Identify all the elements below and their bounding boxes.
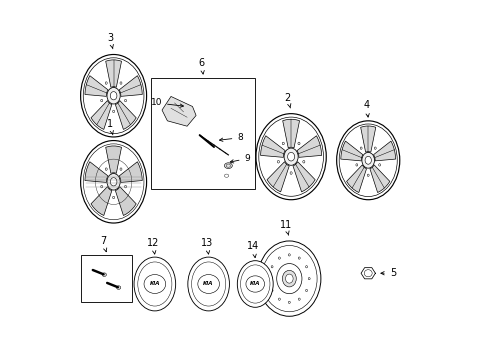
Ellipse shape bbox=[105, 168, 107, 170]
Polygon shape bbox=[115, 186, 136, 216]
Ellipse shape bbox=[198, 275, 219, 293]
Polygon shape bbox=[266, 162, 289, 192]
Ellipse shape bbox=[284, 148, 298, 165]
Ellipse shape bbox=[112, 110, 114, 113]
Polygon shape bbox=[296, 136, 321, 157]
Ellipse shape bbox=[278, 257, 280, 259]
Polygon shape bbox=[115, 100, 136, 130]
Ellipse shape bbox=[110, 178, 117, 186]
Text: 12: 12 bbox=[146, 238, 159, 254]
Bar bbox=[151, 78, 255, 189]
Ellipse shape bbox=[305, 289, 307, 292]
Text: 14: 14 bbox=[247, 241, 259, 258]
Ellipse shape bbox=[277, 161, 279, 163]
Ellipse shape bbox=[289, 172, 291, 174]
Bar bbox=[81, 255, 131, 302]
Ellipse shape bbox=[101, 185, 102, 188]
Text: KIA: KIA bbox=[203, 282, 213, 287]
Ellipse shape bbox=[288, 301, 290, 303]
Ellipse shape bbox=[112, 196, 114, 199]
Ellipse shape bbox=[302, 161, 304, 163]
Ellipse shape bbox=[245, 276, 264, 292]
Ellipse shape bbox=[298, 298, 300, 300]
Polygon shape bbox=[360, 126, 375, 152]
Polygon shape bbox=[85, 76, 108, 96]
Polygon shape bbox=[162, 96, 196, 126]
Polygon shape bbox=[91, 100, 112, 130]
Ellipse shape bbox=[278, 298, 280, 300]
Ellipse shape bbox=[110, 91, 117, 100]
Text: KIA: KIA bbox=[149, 282, 160, 287]
Ellipse shape bbox=[307, 278, 309, 280]
Ellipse shape bbox=[134, 257, 175, 311]
Ellipse shape bbox=[365, 156, 370, 164]
Ellipse shape bbox=[305, 266, 307, 268]
Ellipse shape bbox=[355, 164, 357, 166]
Ellipse shape bbox=[124, 99, 126, 102]
Ellipse shape bbox=[107, 87, 120, 104]
Ellipse shape bbox=[287, 152, 294, 161]
Text: KIA: KIA bbox=[249, 282, 260, 287]
Polygon shape bbox=[91, 186, 112, 216]
Ellipse shape bbox=[297, 142, 300, 145]
Ellipse shape bbox=[187, 257, 229, 311]
Ellipse shape bbox=[144, 275, 165, 293]
Polygon shape bbox=[346, 165, 366, 193]
Ellipse shape bbox=[268, 278, 270, 280]
Text: 1: 1 bbox=[107, 120, 113, 135]
Ellipse shape bbox=[285, 274, 292, 283]
Ellipse shape bbox=[271, 289, 272, 292]
Ellipse shape bbox=[107, 174, 120, 190]
Ellipse shape bbox=[101, 99, 102, 102]
Ellipse shape bbox=[288, 254, 290, 256]
Ellipse shape bbox=[120, 82, 122, 84]
Text: 6: 6 bbox=[198, 58, 204, 74]
Text: 2: 2 bbox=[284, 93, 290, 108]
Polygon shape bbox=[373, 141, 395, 161]
Polygon shape bbox=[105, 146, 122, 174]
Ellipse shape bbox=[237, 261, 273, 307]
Polygon shape bbox=[105, 60, 122, 87]
Ellipse shape bbox=[124, 185, 126, 188]
Text: 10: 10 bbox=[150, 98, 183, 107]
Polygon shape bbox=[292, 162, 315, 192]
Polygon shape bbox=[119, 162, 142, 183]
Ellipse shape bbox=[298, 257, 300, 259]
Ellipse shape bbox=[373, 147, 375, 149]
Ellipse shape bbox=[360, 147, 362, 149]
Text: 11: 11 bbox=[279, 220, 291, 235]
Text: 7: 7 bbox=[100, 236, 106, 252]
Polygon shape bbox=[282, 119, 299, 148]
Ellipse shape bbox=[120, 168, 122, 170]
Ellipse shape bbox=[282, 270, 296, 287]
Text: 4: 4 bbox=[363, 100, 369, 117]
Polygon shape bbox=[119, 76, 142, 96]
Ellipse shape bbox=[361, 152, 374, 168]
Text: 13: 13 bbox=[200, 238, 213, 254]
Text: 5: 5 bbox=[380, 268, 395, 278]
Ellipse shape bbox=[224, 163, 232, 168]
Text: 3: 3 bbox=[107, 33, 113, 49]
Polygon shape bbox=[260, 136, 285, 157]
Ellipse shape bbox=[105, 82, 107, 84]
Ellipse shape bbox=[282, 142, 284, 145]
Polygon shape bbox=[369, 165, 389, 193]
Ellipse shape bbox=[116, 286, 121, 289]
Text: 9: 9 bbox=[230, 154, 250, 163]
Ellipse shape bbox=[102, 273, 106, 276]
Text: 8: 8 bbox=[219, 133, 243, 142]
Polygon shape bbox=[85, 162, 108, 183]
Ellipse shape bbox=[366, 174, 368, 176]
Polygon shape bbox=[340, 141, 362, 161]
Ellipse shape bbox=[378, 164, 380, 166]
Ellipse shape bbox=[271, 266, 272, 268]
